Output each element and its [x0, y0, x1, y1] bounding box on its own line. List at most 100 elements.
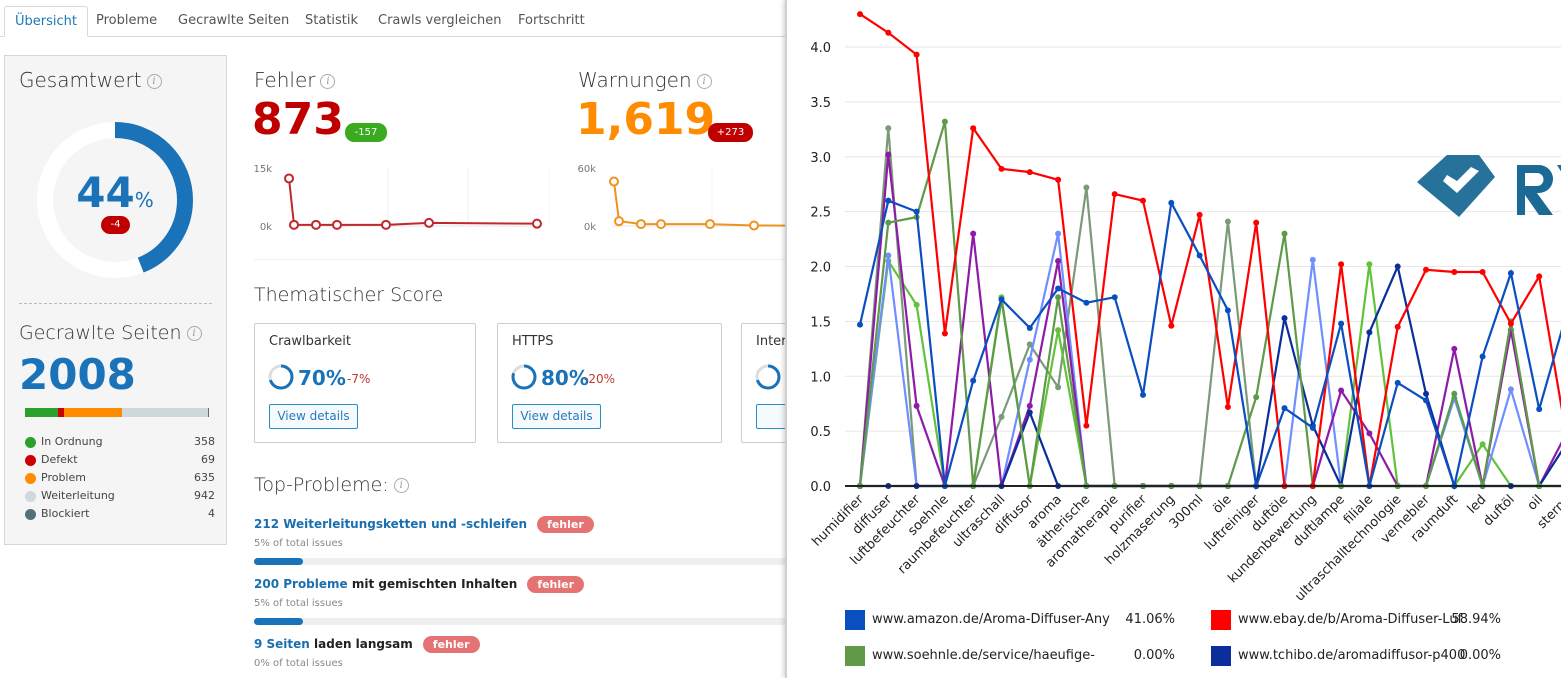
sparkline-point[interactable]	[289, 219, 299, 230]
data-point[interactable]	[1055, 327, 1062, 334]
data-point[interactable]	[1366, 329, 1373, 336]
data-point[interactable]	[1026, 341, 1033, 348]
data-point[interactable]	[1281, 405, 1288, 412]
info-icon[interactable]: i	[146, 74, 162, 89]
data-point[interactable]	[998, 165, 1005, 172]
data-point[interactable]	[1479, 353, 1486, 360]
sparkline-point[interactable]	[311, 219, 321, 230]
issue-link[interactable]: 200 Probleme	[254, 577, 348, 591]
info-icon[interactable]: i	[393, 478, 409, 493]
data-point[interactable]	[885, 29, 892, 36]
data-point[interactable]	[1507, 320, 1514, 327]
tab-5[interactable]: Fortschritt	[518, 13, 585, 28]
data-point[interactable]	[1224, 307, 1231, 314]
data-point[interactable]	[1196, 211, 1203, 218]
data-point[interactable]	[913, 51, 920, 58]
info-icon[interactable]: i	[320, 74, 336, 89]
sparkline-point[interactable]	[332, 219, 342, 230]
data-point[interactable]	[1338, 320, 1345, 327]
data-point[interactable]	[1055, 294, 1062, 301]
data-point[interactable]	[1026, 356, 1033, 363]
view-details-button[interactable]: View details	[512, 404, 601, 429]
sparkline-point[interactable]	[636, 219, 646, 230]
data-point[interactable]	[913, 301, 920, 308]
data-point[interactable]	[1507, 386, 1514, 393]
data-point[interactable]	[857, 321, 863, 328]
data-point[interactable]	[1281, 230, 1288, 237]
data-point[interactable]	[970, 377, 977, 384]
data-point[interactable]	[1366, 430, 1373, 437]
issue-link[interactable]: 212 Weiterleitungsketten und -schleifen	[254, 517, 528, 531]
data-point[interactable]	[1479, 268, 1486, 275]
data-point[interactable]	[1423, 390, 1429, 397]
data-point[interactable]	[1140, 197, 1146, 204]
data-point[interactable]	[1423, 266, 1429, 273]
data-point[interactable]	[1507, 270, 1514, 277]
data-point[interactable]	[941, 330, 948, 337]
data-point[interactable]	[1055, 285, 1062, 292]
data-point[interactable]	[941, 118, 948, 125]
view-details-button[interactable]: View details	[269, 404, 358, 429]
data-point[interactable]	[1394, 323, 1401, 330]
data-point[interactable]	[1083, 422, 1090, 429]
data-point[interactable]	[1224, 403, 1231, 410]
data-point[interactable]	[913, 208, 920, 215]
data-point[interactable]	[913, 402, 920, 409]
data-point[interactable]	[1026, 409, 1033, 416]
tab-1[interactable]: Probleme	[96, 13, 158, 28]
data-point[interactable]	[1394, 379, 1401, 386]
data-point[interactable]	[885, 197, 892, 204]
data-point[interactable]	[1224, 218, 1231, 225]
data-point[interactable]	[1309, 256, 1316, 263]
tab-0[interactable]: Übersicht	[4, 6, 88, 37]
data-point[interactable]	[1536, 406, 1543, 413]
data-point[interactable]	[1140, 391, 1146, 398]
data-point[interactable]	[1168, 322, 1175, 329]
data-point[interactable]	[1309, 424, 1316, 431]
data-point[interactable]	[885, 151, 892, 158]
data-point[interactable]	[1253, 219, 1260, 226]
sparkline-point[interactable]	[609, 176, 619, 187]
data-point[interactable]	[885, 252, 892, 259]
data-point[interactable]	[970, 230, 977, 237]
info-icon[interactable]: i	[696, 74, 712, 89]
data-point[interactable]	[1536, 273, 1543, 280]
sparkline-point[interactable]	[614, 216, 624, 227]
data-point[interactable]	[998, 296, 1005, 303]
data-point[interactable]	[1055, 230, 1062, 237]
data-point[interactable]	[1055, 384, 1062, 391]
sparkline-point[interactable]	[381, 219, 391, 230]
data-point[interactable]	[1026, 402, 1033, 409]
data-point[interactable]	[1083, 184, 1090, 191]
data-point[interactable]	[1394, 263, 1401, 270]
data-point[interactable]	[857, 11, 863, 18]
data-point[interactable]	[1083, 299, 1090, 306]
data-point[interactable]	[970, 125, 977, 132]
data-point[interactable]	[1168, 199, 1175, 206]
data-point[interactable]	[1026, 324, 1033, 331]
data-point[interactable]	[1451, 345, 1458, 352]
data-point[interactable]	[1281, 315, 1288, 322]
sparkline-point[interactable]	[749, 220, 759, 231]
data-point[interactable]	[1451, 268, 1458, 275]
data-point[interactable]	[1111, 191, 1118, 198]
tab-4[interactable]: Crawls vergleichen	[378, 13, 502, 28]
data-point[interactable]	[885, 125, 892, 132]
data-point[interactable]	[1479, 441, 1486, 448]
data-point[interactable]	[1026, 169, 1033, 176]
data-point[interactable]	[1423, 397, 1429, 404]
data-point[interactable]	[1111, 294, 1118, 301]
data-point[interactable]	[885, 219, 892, 226]
sparkline-point[interactable]	[656, 219, 666, 230]
data-point[interactable]	[1338, 387, 1345, 394]
data-point[interactable]	[1196, 252, 1203, 259]
data-point[interactable]	[1253, 394, 1260, 401]
sparkline-point[interactable]	[284, 173, 294, 184]
sparkline-point[interactable]	[705, 219, 715, 230]
data-point[interactable]	[1055, 258, 1062, 265]
data-point[interactable]	[1366, 261, 1373, 268]
info-icon[interactable]: i	[186, 326, 202, 341]
tab-3[interactable]: Statistik	[305, 13, 359, 28]
tab-2[interactable]: Gecrawlte Seiten	[178, 13, 290, 28]
data-point[interactable]	[1055, 176, 1062, 183]
